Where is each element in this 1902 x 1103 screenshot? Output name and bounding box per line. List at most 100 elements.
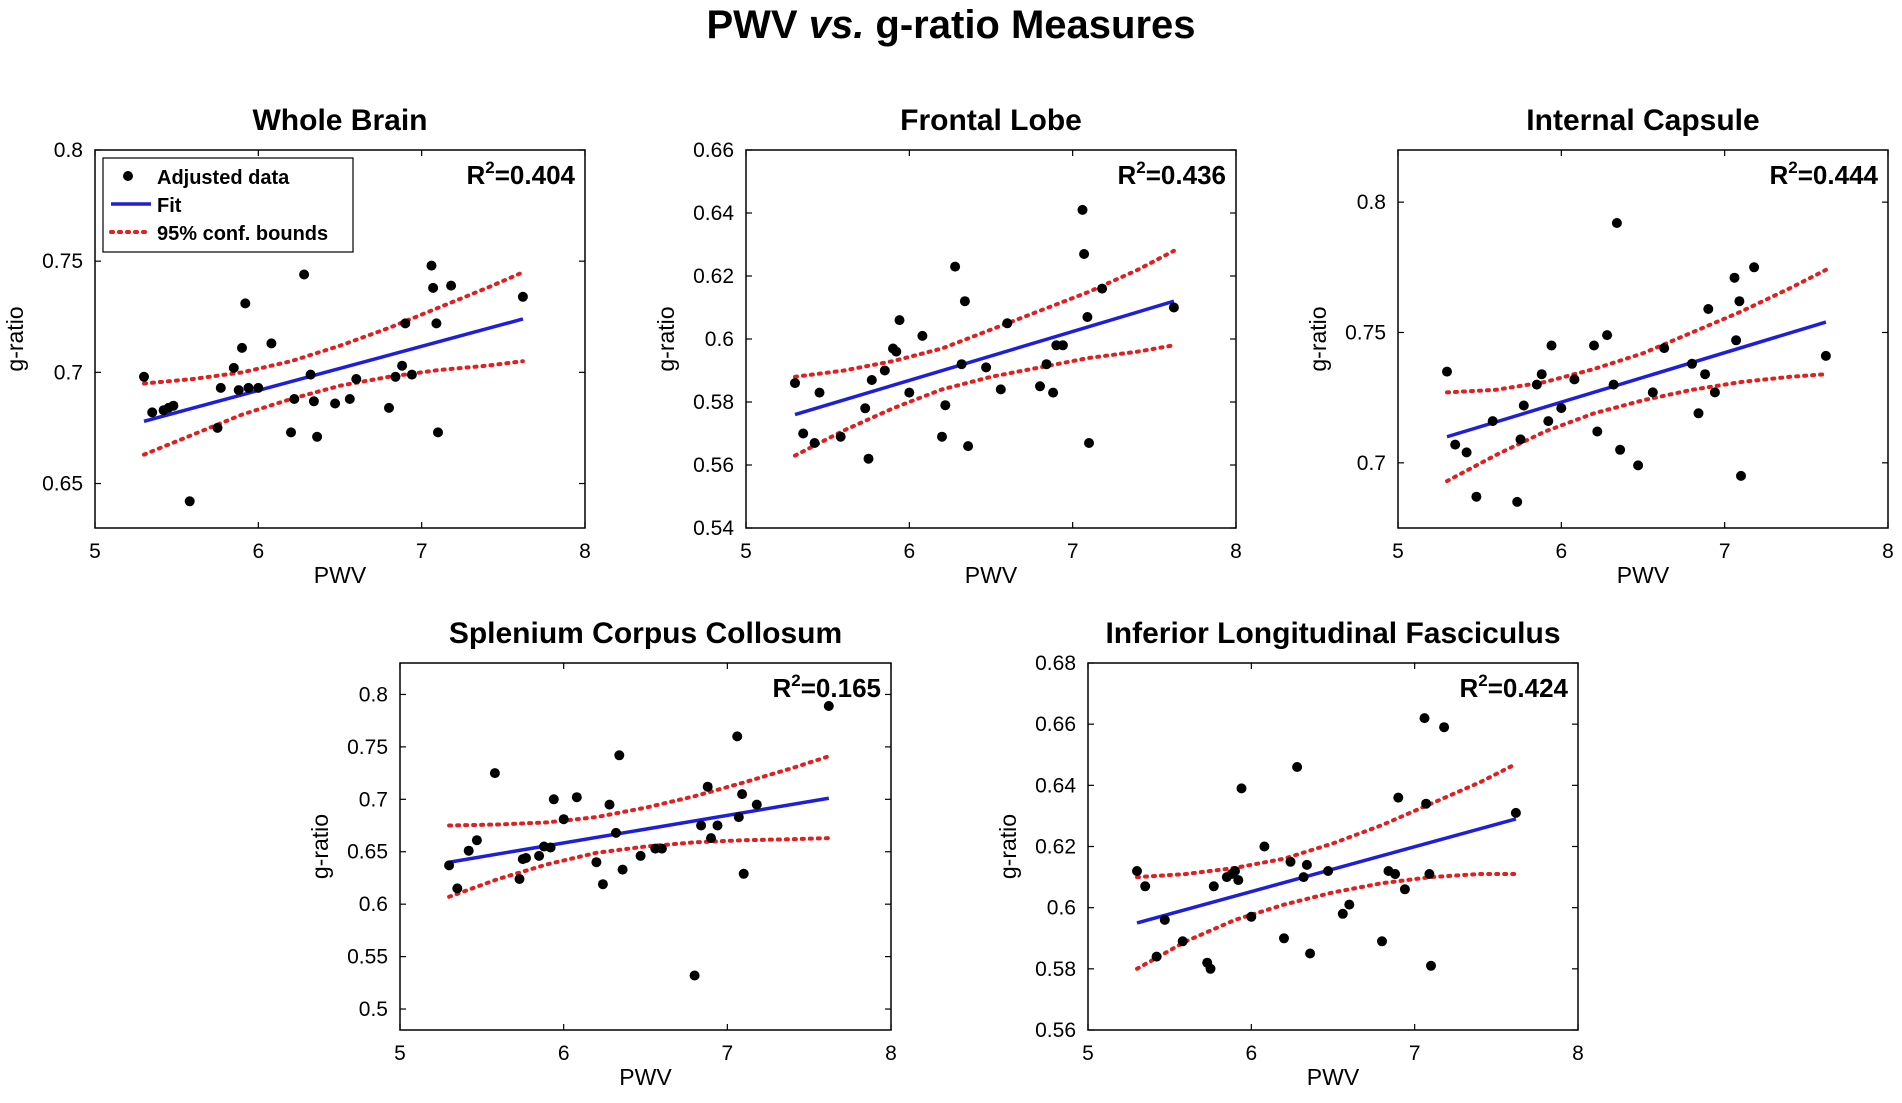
data-point [751, 799, 762, 810]
data-point [1592, 426, 1603, 437]
data-point [1132, 866, 1142, 876]
y-tick-label: 0.8 [54, 139, 83, 162]
data-point [1002, 318, 1013, 329]
plot-area [1397, 149, 1889, 529]
x-tick-label: 6 [558, 1042, 570, 1065]
r-squared-value: =0.424 [1488, 673, 1569, 703]
y-tick-label: 0.62 [693, 265, 734, 288]
data-point [1569, 374, 1580, 385]
y-axis-label: g-ratio [653, 306, 679, 371]
data-point [1736, 470, 1746, 481]
data-point [1097, 283, 1108, 294]
data-point [937, 431, 947, 442]
fit-line [794, 299, 1175, 417]
x-axis-label: PWV [1617, 562, 1670, 588]
data-point [1084, 438, 1094, 448]
data-point [521, 853, 531, 863]
figure-title-part3: g-ratio Measures [864, 3, 1195, 47]
panel-2: Frontal Lobe 5 6 7 8 0.54 0.56 0.58 0.6 0.62 0.64 0… [653, 104, 1242, 588]
data-point [168, 400, 179, 411]
y-tick-label: 0.8 [359, 683, 388, 706]
data-point [433, 427, 443, 438]
data-point [1236, 783, 1247, 794]
lower-conf-bound [142, 359, 525, 457]
y-axis-label: g-ratio [1305, 306, 1331, 371]
x-tick-label: 8 [1882, 540, 1894, 563]
data-point [1703, 304, 1714, 314]
data-point [950, 261, 961, 272]
data-point [1205, 963, 1216, 974]
r-squared-label: R2=0.436 [1118, 158, 1227, 190]
data-point [712, 820, 723, 831]
data-point [1323, 866, 1334, 876]
figure-title-part1: PWV [706, 3, 808, 47]
legend-item-label: Adjusted data [157, 167, 290, 189]
y-tick-label: 0.64 [1035, 774, 1076, 797]
y-tick-label: 0.65 [347, 841, 388, 864]
data-point [1633, 460, 1644, 471]
x-tick-label: 6 [1245, 1042, 1257, 1065]
data-point [233, 385, 244, 396]
data-point [1344, 899, 1355, 910]
data-point [1515, 434, 1526, 445]
data-point [1487, 416, 1498, 427]
x-tick-label: 7 [416, 540, 428, 563]
data-point [1709, 387, 1720, 398]
data-point [446, 280, 457, 291]
data-point [1259, 841, 1270, 852]
legend: Adjusted data Fit 95% conf. bounds [102, 157, 354, 253]
data-point [995, 384, 1006, 395]
x-tick-label: 7 [1067, 540, 1079, 563]
x-tick-label: 7 [1719, 540, 1731, 563]
data-point [312, 431, 323, 442]
plot-area [745, 149, 1237, 529]
x-tick-label: 5 [1392, 540, 1404, 563]
data-point [1442, 366, 1452, 377]
data-point [617, 864, 628, 875]
data-point [514, 874, 525, 884]
data-point [1057, 340, 1068, 351]
x-tick-label: 6 [252, 540, 264, 563]
data-point [940, 400, 951, 411]
data-point [1512, 496, 1523, 507]
data-point [431, 318, 442, 329]
data-point [1611, 218, 1622, 228]
data-point [823, 701, 834, 711]
y-tick-label: 0.6 [705, 328, 734, 351]
y-tick-label: 0.66 [693, 139, 734, 162]
data-point [1687, 358, 1697, 369]
x-tick-label: 8 [1230, 540, 1242, 563]
data-point [591, 857, 602, 868]
r-squared-value: =0.444 [1798, 160, 1879, 190]
plot-area [1087, 662, 1579, 1031]
upper-conf-bound [793, 248, 1176, 379]
data-point [1439, 722, 1450, 733]
y-axis-label: g-ratio [307, 814, 333, 879]
x-tick-label: 5 [394, 1042, 406, 1065]
y-tick-label: 0.56 [1035, 1019, 1076, 1042]
data-point [406, 369, 417, 380]
y-tick-label: 0.68 [1035, 652, 1076, 675]
r-squared-exponent: 2 [1788, 158, 1797, 177]
data-point [809, 438, 820, 448]
data-point [894, 315, 905, 326]
data-point [604, 799, 615, 810]
data-point [981, 362, 992, 373]
data-point [1279, 933, 1289, 944]
data-point [814, 387, 825, 398]
data-point [384, 402, 394, 413]
y-tick-label: 0.65 [42, 473, 83, 496]
r-squared-value: =0.404 [495, 160, 576, 190]
data-point [614, 750, 625, 761]
data-point [351, 374, 362, 384]
data-point [1700, 369, 1711, 380]
y-tick-label: 0.8 [1357, 191, 1386, 214]
data-point [305, 369, 316, 380]
upper-conf-bound [1135, 761, 1518, 880]
r-squared-label: R2=0.165 [773, 671, 882, 703]
data-point [1285, 856, 1296, 867]
data-point [1230, 866, 1240, 876]
data-point [400, 318, 411, 329]
data-point [428, 282, 439, 293]
y-tick-label: 0.56 [693, 454, 734, 477]
